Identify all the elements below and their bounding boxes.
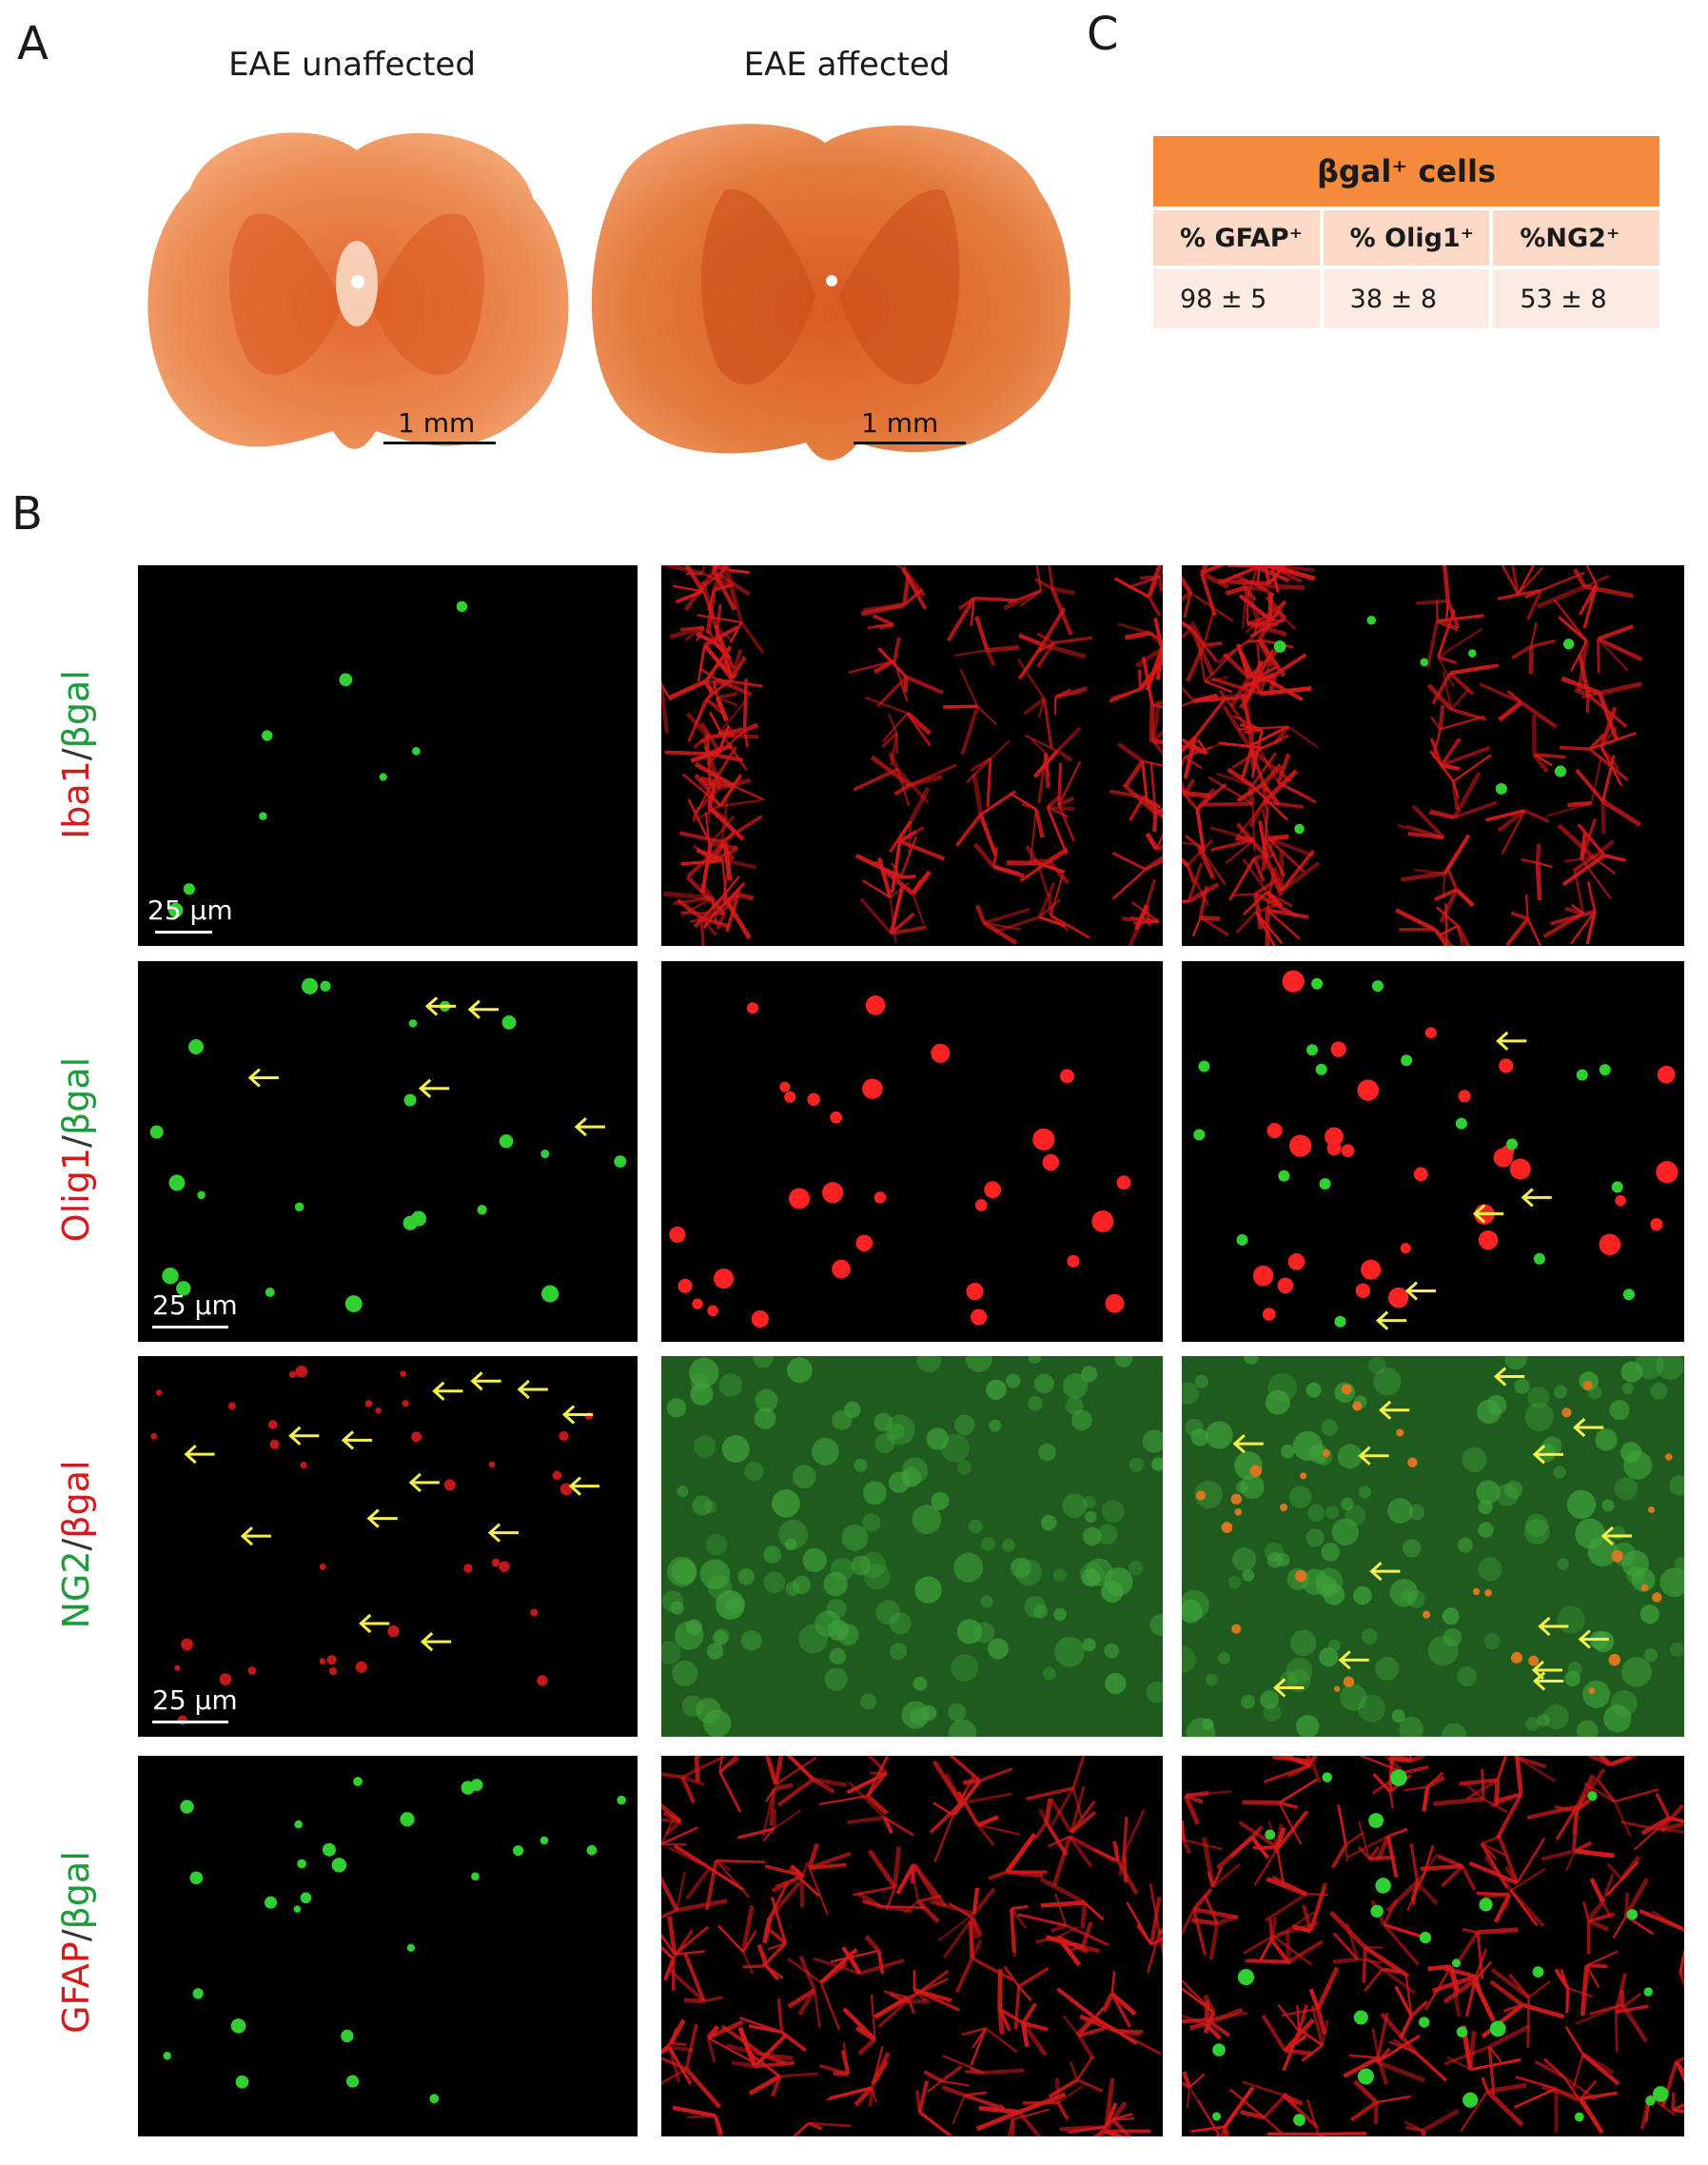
panel-letter-a: A	[17, 17, 49, 70]
column-header-olig1: % Olig1⁺	[1323, 210, 1490, 266]
micrograph-panel	[1182, 1756, 1684, 2136]
spinal-cord-section-unaffected	[133, 112, 580, 474]
scalebar-label-right: 1 mm	[861, 407, 939, 439]
scalebar-line-left	[383, 442, 496, 444]
row-label-reporter: βgal	[55, 670, 97, 749]
table-row: 98 ± 5 38 ± 8 53 ± 8	[1153, 266, 1660, 328]
table-header: βgal⁺ cells	[1153, 136, 1659, 207]
row-label-slash: /	[55, 1538, 97, 1551]
title-eae-unaffected: EAE unaffected	[228, 46, 476, 84]
panel-letter-b: B	[11, 487, 43, 541]
panel-letter-c: C	[1087, 8, 1119, 61]
row-label-reporter: βgal	[55, 1460, 97, 1539]
row-label-slash: /	[55, 1929, 97, 1942]
value-ng2: 53 ± 8	[1493, 269, 1660, 328]
micrograph-panel	[661, 1356, 1163, 1737]
scalebar-line	[152, 1326, 228, 1329]
title-eae-affected: EAE affected	[743, 46, 951, 84]
column-header-gfap: % GFAP⁺	[1153, 210, 1320, 266]
row-label-slash: /	[55, 748, 97, 761]
row-label-iba1: Iba1/βgal	[54, 564, 98, 945]
row-label-slash: /	[55, 1135, 97, 1148]
micrograph-panel	[661, 961, 1163, 1342]
row-label-marker: NG2	[55, 1550, 97, 1629]
value-gfap: 98 ± 5	[1153, 269, 1320, 328]
micrograph-panel	[661, 565, 1163, 946]
quantification-table: βgal⁺ cells % GFAP⁺ % Olig1⁺ %NG2⁺ 98 ± …	[1153, 136, 1660, 328]
micrograph-panel	[138, 1356, 638, 1737]
scalebar-line	[155, 931, 212, 934]
micrograph-panel	[138, 961, 638, 1342]
micrograph-panel	[1182, 1356, 1684, 1737]
scalebar-label-iba1: 25 µm	[147, 895, 233, 926]
row-label-olig1: Olig1/βgal	[54, 959, 98, 1340]
scalebar-label-olig1: 25 µm	[152, 1289, 238, 1321]
micrograph-panel	[1182, 961, 1684, 1342]
row-label-marker: Iba1	[55, 760, 97, 839]
value-olig1: 38 ± 8	[1323, 269, 1490, 328]
micrograph-panel	[138, 1756, 638, 2136]
micrograph-panel	[138, 565, 638, 946]
spinal-cord-section-affected	[582, 105, 1077, 481]
column-header-ng2: %NG2⁺	[1493, 210, 1660, 266]
micrograph-panel	[661, 1756, 1163, 2136]
scalebar-line	[152, 1721, 228, 1723]
scalebar-line-right	[854, 442, 966, 444]
scalebar-label-ng2: 25 µm	[152, 1684, 238, 1716]
row-label-reporter: βgal	[55, 1056, 97, 1136]
row-label-reporter: βgal	[55, 1851, 97, 1930]
table-column-headers: % GFAP⁺ % Olig1⁺ %NG2⁺	[1153, 207, 1660, 266]
row-label-marker: Olig1	[55, 1147, 97, 1243]
row-label-ng2: NG2/βgal	[54, 1354, 98, 1735]
scalebar-label-left: 1 mm	[398, 407, 476, 439]
row-label-gfap: GFAP/βgal	[54, 1752, 98, 2133]
micrograph-panel	[1182, 565, 1684, 946]
row-label-marker: GFAP	[55, 1941, 97, 2034]
